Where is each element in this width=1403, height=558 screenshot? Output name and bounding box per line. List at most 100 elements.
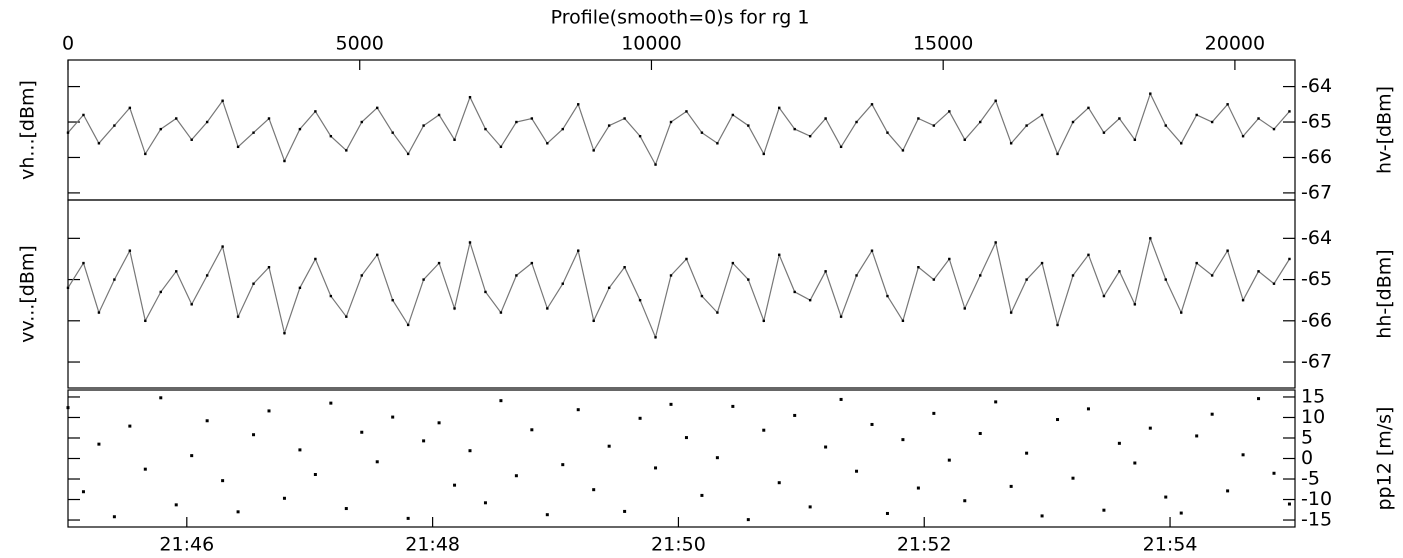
data-point xyxy=(1133,138,1137,141)
data-point xyxy=(143,467,147,471)
data-point xyxy=(669,120,673,124)
data-point xyxy=(453,307,456,310)
data-point xyxy=(406,152,410,156)
x-tick-label: 10000 xyxy=(621,33,681,55)
data-point xyxy=(762,428,766,432)
data-point xyxy=(314,257,317,261)
y-tick-label: -67 xyxy=(1301,351,1332,373)
data-point xyxy=(917,117,920,120)
data-point xyxy=(82,113,85,117)
data-point xyxy=(236,315,240,318)
data-point xyxy=(66,131,70,134)
data-point xyxy=(1040,514,1044,518)
data-point xyxy=(252,282,255,285)
data-point xyxy=(205,419,209,423)
data-point xyxy=(607,444,611,448)
data-point xyxy=(839,315,843,318)
data-point xyxy=(1241,298,1245,302)
data-point xyxy=(530,428,534,432)
data-point xyxy=(283,331,286,335)
data-point xyxy=(824,270,827,273)
data-point xyxy=(1210,120,1214,124)
y-tick-label: -10 xyxy=(1301,488,1332,510)
data-point xyxy=(932,124,936,127)
data-point xyxy=(1056,152,1059,156)
data-point xyxy=(963,307,966,310)
data-point xyxy=(1148,426,1152,430)
data-point xyxy=(947,458,951,462)
data-point xyxy=(221,479,225,483)
data-point xyxy=(917,266,920,269)
data-point xyxy=(282,496,286,500)
data-point xyxy=(82,261,85,265)
data-point xyxy=(499,145,503,149)
data-point xyxy=(422,124,425,127)
data-point xyxy=(855,469,859,473)
data-point xyxy=(267,117,271,120)
data-point xyxy=(376,253,379,257)
data-point xyxy=(839,145,843,149)
series-line xyxy=(67,92,1290,167)
data-point xyxy=(515,120,518,124)
data-point xyxy=(1195,434,1199,438)
x-tick-label: 21:52 xyxy=(897,534,952,556)
data-point xyxy=(1164,278,1167,281)
data-point xyxy=(66,286,70,290)
data-point xyxy=(824,445,828,449)
data-point xyxy=(1180,311,1183,314)
data-point xyxy=(283,159,286,163)
data-point xyxy=(685,257,688,261)
data-point xyxy=(885,511,889,515)
data-point xyxy=(623,266,626,269)
data-point xyxy=(901,149,905,152)
data-point xyxy=(808,505,812,509)
y-tick-label: 5 xyxy=(1301,426,1313,448)
data-point xyxy=(1133,303,1137,306)
data-point xyxy=(685,110,688,113)
data-point xyxy=(1287,502,1291,506)
data-point xyxy=(221,245,224,248)
data-point xyxy=(1272,471,1276,475)
data-point xyxy=(638,135,642,138)
data-point xyxy=(252,131,255,134)
data-point xyxy=(1086,407,1090,411)
data-point xyxy=(360,120,363,124)
y2-axis-label: pp12 [m/s] xyxy=(1374,407,1396,511)
data-point xyxy=(1195,261,1198,265)
data-point xyxy=(1071,120,1075,124)
data-point xyxy=(530,261,534,265)
panel-frame xyxy=(67,199,1296,389)
data-point xyxy=(267,266,271,269)
data-point xyxy=(376,106,379,110)
data-point xyxy=(344,507,348,511)
data-point xyxy=(1272,127,1276,131)
data-point xyxy=(669,274,673,277)
data-point xyxy=(808,298,812,302)
panel-frame xyxy=(67,59,1296,201)
data-point xyxy=(963,138,966,141)
data-point xyxy=(561,127,564,131)
data-point xyxy=(313,472,317,476)
data-point xyxy=(1257,397,1261,401)
y-tick-label: -64 xyxy=(1301,75,1332,97)
data-point xyxy=(345,149,348,152)
x-tick-label: 0 xyxy=(62,33,74,55)
data-point xyxy=(963,499,967,503)
data-point xyxy=(144,152,147,156)
x-tick-label: 15000 xyxy=(913,33,973,55)
data-point xyxy=(499,399,503,403)
x-tick-label: 21:54 xyxy=(1143,534,1198,556)
y-tick-label: -66 xyxy=(1301,146,1332,168)
data-point xyxy=(916,486,920,490)
data-point xyxy=(190,138,193,141)
data-point xyxy=(360,430,364,434)
data-point xyxy=(97,442,101,446)
y-tick-label: -5 xyxy=(1301,468,1320,490)
data-point xyxy=(545,513,549,517)
y-tick-label: 0 xyxy=(1301,447,1313,469)
data-point xyxy=(592,149,595,152)
data-point xyxy=(716,142,719,145)
y-axis-label: vv...[dBm] xyxy=(17,245,39,343)
data-point xyxy=(205,120,209,124)
data-point xyxy=(298,286,302,290)
